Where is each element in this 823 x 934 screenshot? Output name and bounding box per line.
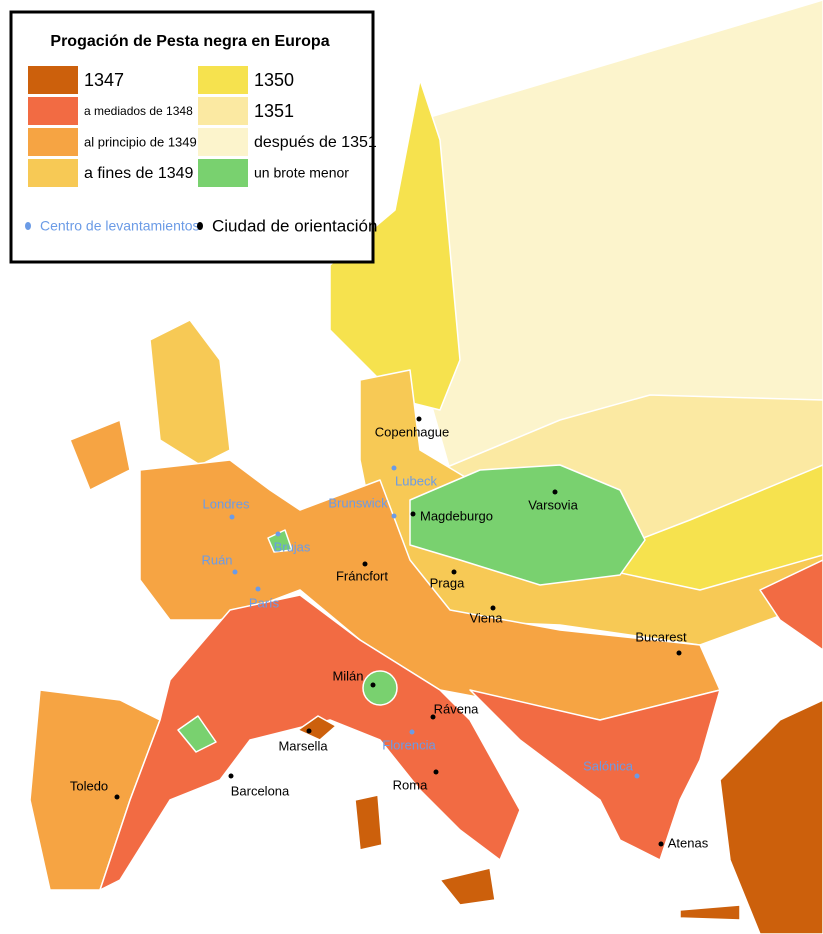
city-dot <box>552 489 558 495</box>
region-early-1349-ireland <box>69 419 131 491</box>
city-dot <box>430 714 436 720</box>
city-dot <box>433 769 439 775</box>
legend-swatch <box>28 97 78 125</box>
legend-label: 1347 <box>84 70 124 90</box>
uprising-label: Salónica <box>583 758 634 773</box>
region-mid-1348 <box>99 594 521 891</box>
uprising-dot <box>232 569 238 575</box>
city-dot <box>490 605 496 611</box>
city-label: Fráncfort <box>336 568 388 583</box>
city-dot <box>228 773 234 779</box>
legend-marker <box>25 222 31 230</box>
region-1350-norway <box>329 79 461 411</box>
region-late-1349-britain <box>149 319 231 466</box>
city-dot <box>306 728 312 734</box>
legend-swatch <box>198 66 248 94</box>
city-dot <box>416 416 422 422</box>
region-mid-1348-balkans <box>469 689 721 861</box>
city-label: Copenhague <box>375 424 449 439</box>
uprising-label: Florencia <box>382 737 436 752</box>
uprising-label: Lubeck <box>395 473 437 488</box>
map-title: Progación de Pesta negra en Europa <box>50 33 329 50</box>
legend-label: un brote menor <box>254 165 349 181</box>
legend-label: a mediados de 1348 <box>84 104 193 118</box>
region-outbreak-pyrenees <box>177 715 217 753</box>
city-dot <box>410 511 416 517</box>
uprising-dot <box>275 531 281 537</box>
region-1347-anatolia <box>719 699 823 934</box>
city-label: Magdeburgo <box>420 508 493 523</box>
uprising-label: Londres <box>203 496 250 511</box>
uprising-label: Brujas <box>274 539 311 554</box>
city-label: Varsovia <box>528 497 578 512</box>
legend-swatch <box>198 128 248 156</box>
legend-label: a fines de 1349 <box>84 165 194 182</box>
region-outbreak-milan <box>362 670 398 706</box>
city-dot <box>114 794 120 800</box>
region-1347-sicily <box>439 867 496 906</box>
city-label: Marsella <box>278 738 328 753</box>
legend-swatch <box>28 66 78 94</box>
uprising-dot <box>255 586 261 592</box>
uprising-dot <box>634 773 640 779</box>
map-regions <box>29 0 823 934</box>
legend-label: después de 1351 <box>254 134 377 151</box>
legend-label: 1351 <box>254 101 294 121</box>
uprising-dot <box>229 514 235 520</box>
legend-swatch <box>28 128 78 156</box>
legend-swatch <box>198 97 248 125</box>
city-label: Bucarest <box>635 629 687 644</box>
city-label: Praga <box>430 575 465 590</box>
legend-marker-label: Ciudad de orientación <box>212 216 377 235</box>
legend-label: 1350 <box>254 70 294 90</box>
city-label: Atenas <box>668 835 709 850</box>
legend-swatch <box>28 159 78 187</box>
uprising-dot <box>409 729 415 735</box>
uprising-dot <box>391 465 397 471</box>
city-dot <box>451 569 457 575</box>
uprising-label: Brunswick <box>328 495 388 510</box>
region-1347-sardinia <box>354 794 383 851</box>
uprising-label: Ruán <box>201 552 232 567</box>
city-dot <box>658 841 664 847</box>
city-label: Rávena <box>434 701 480 716</box>
region-1347-marseille <box>297 715 337 741</box>
region-mid-1348-east <box>759 559 823 651</box>
region-outbreak-poland <box>409 464 646 586</box>
legend-marker <box>197 222 203 230</box>
city-label: Barcelona <box>231 783 290 798</box>
city-dot <box>362 561 368 567</box>
city-label: Roma <box>393 777 428 792</box>
uprising-dot <box>391 513 397 519</box>
city-dot <box>676 650 682 656</box>
city-dot <box>370 682 376 688</box>
uprising-label: París <box>249 595 280 610</box>
legend-swatch <box>198 159 248 187</box>
city-label: Viena <box>469 610 503 625</box>
city-label: Milán <box>332 668 363 683</box>
region-1347-crete <box>679 904 741 921</box>
legend-label: al principio de 1349 <box>84 134 197 149</box>
city-label: Toledo <box>70 778 108 793</box>
legend-marker-label: Centro de levantamientos <box>40 218 200 234</box>
region-early-1349 <box>139 459 721 721</box>
